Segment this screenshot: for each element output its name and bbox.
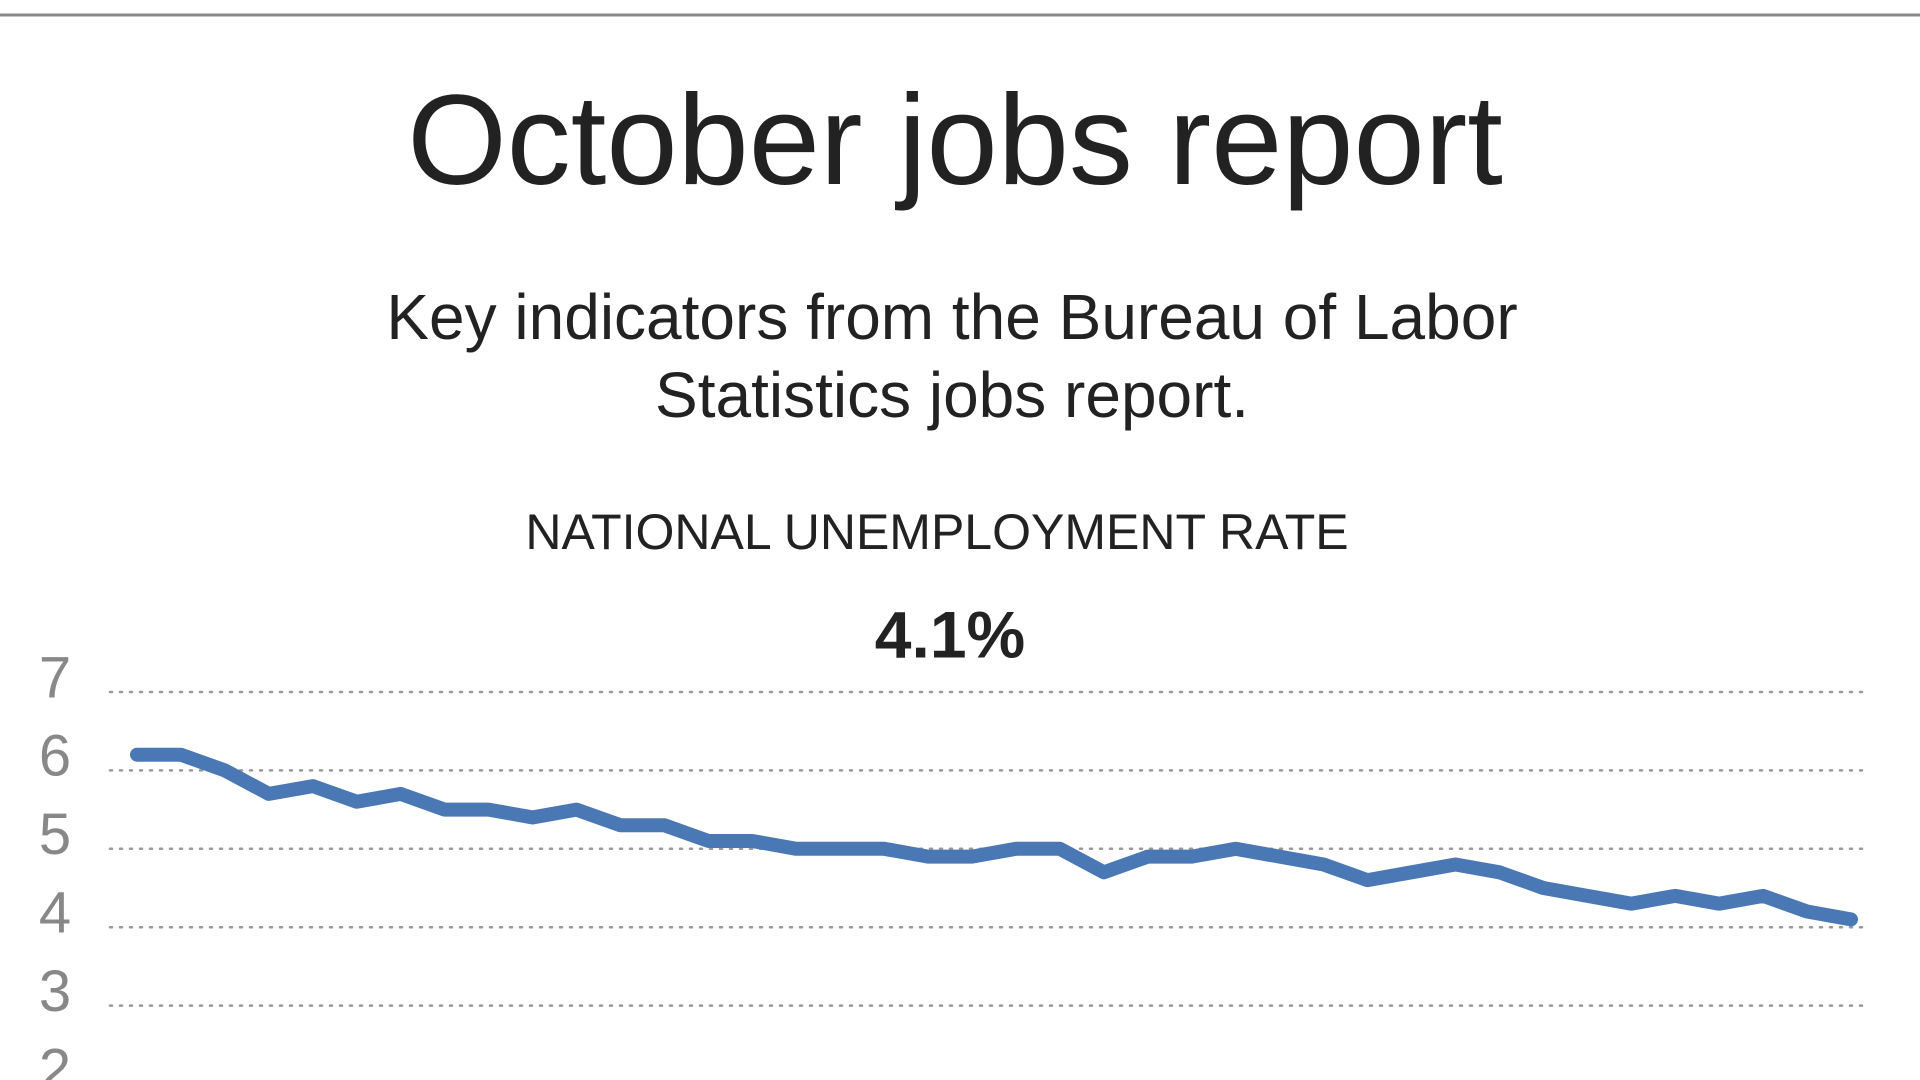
y-tick-label: 7	[39, 645, 71, 710]
chart-subtitle: Statistics jobs report.	[655, 359, 1249, 431]
chart-subtitle: Key indicators from the Bureau of Labor	[386, 281, 1517, 353]
y-tick-label: 6	[39, 724, 71, 789]
chart-title: October jobs report	[407, 69, 1503, 212]
y-tick-label: 4	[39, 881, 71, 946]
y-tick-label: 2	[39, 1037, 71, 1080]
y-tick-label: 3	[39, 959, 71, 1024]
data-line	[130, 747, 1858, 927]
panel-title: NATIONAL UNEMPLOYMENT RATE	[525, 504, 1348, 560]
headline-value: 4.1%	[875, 597, 1025, 671]
y-tick-label: 5	[39, 802, 71, 867]
